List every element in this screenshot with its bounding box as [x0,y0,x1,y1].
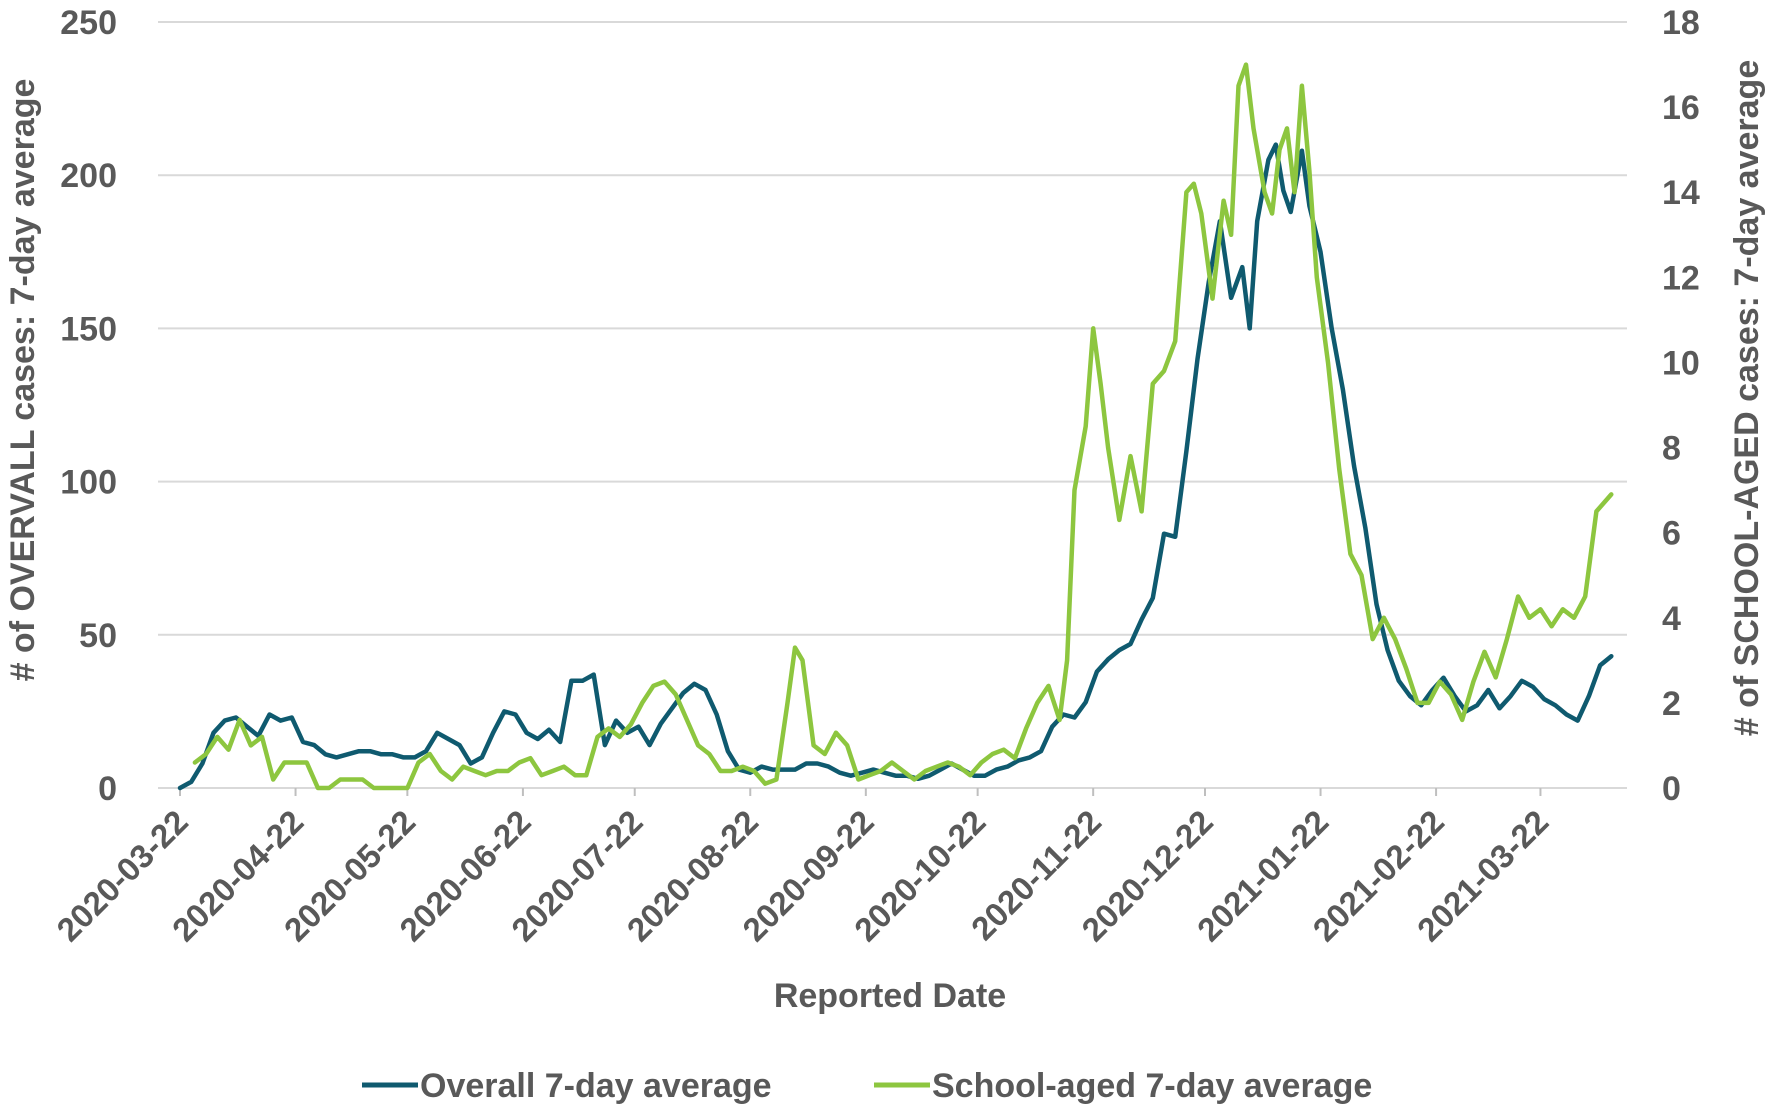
legend-label-overall: Overall 7-day average [420,1067,772,1105]
right-y-tick-label: 18 [1662,4,1700,42]
left-y-axis-ticks: 0 50 100 150 200 250 [60,4,117,808]
right-y-tick-label: 16 [1662,89,1700,127]
series-line-overall [177,142,1614,791]
right-y-tick-label: 4 [1662,600,1681,638]
left-y-tick-label: 250 [60,4,117,42]
left-y-tick-label: 0 [98,770,117,808]
right-y-tick-label: 12 [1662,259,1700,297]
right-y-tick-label: 14 [1662,174,1700,212]
right-y-tick-label: 8 [1662,430,1681,468]
x-axis-ticks: 2020-03-222020-04-222020-05-222020-06-22… [49,788,1555,948]
left-y-tick-label: 100 [60,464,117,502]
left-y-tick-label: 150 [60,310,117,348]
right-y-tick-label: 0 [1662,770,1681,808]
right-y-tick-label: 2 [1662,685,1681,723]
left-y-tick-label: 50 [79,617,117,655]
x-axis-title: Reported Date [774,977,1006,1015]
grid-lines [158,21,1627,789]
series-layer [177,62,1614,791]
legend-label-school-aged: School-aged 7-day average [932,1067,1372,1105]
right-y-tick-label: 10 [1662,344,1700,382]
left-y-tick-label: 200 [60,157,117,195]
legend: Overall 7-day average School-aged 7-day … [362,1067,1372,1105]
right-y-axis-title: # of SCHOOL-AGED cases: 7-day average [1728,60,1766,736]
series-line-school-aged [192,62,1614,791]
right-y-tick-label: 6 [1662,515,1681,553]
left-y-axis-title: # of OVERVALL cases: 7-day average [4,79,42,682]
right-y-axis-ticks: 0 2 4 6 8 10 12 14 16 18 [1662,4,1700,808]
